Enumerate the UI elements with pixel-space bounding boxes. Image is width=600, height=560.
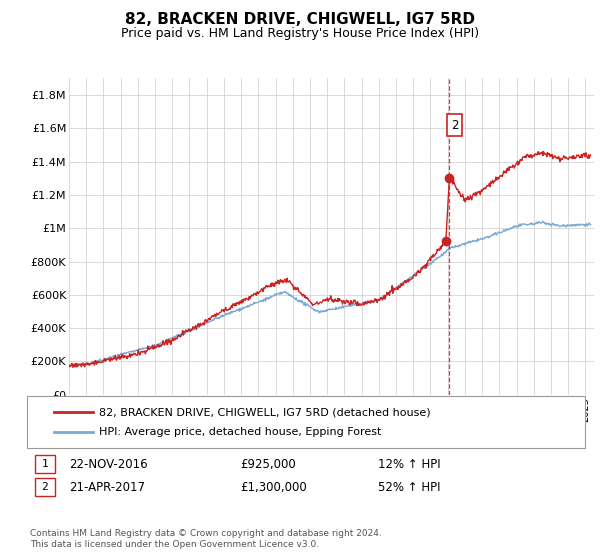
Text: Contains HM Land Registry data © Crown copyright and database right 2024.
This d: Contains HM Land Registry data © Crown c… [30,529,382,549]
Text: 82, BRACKEN DRIVE, CHIGWELL, IG7 5RD (detached house): 82, BRACKEN DRIVE, CHIGWELL, IG7 5RD (de… [99,407,431,417]
Text: HPI: Average price, detached house, Epping Forest: HPI: Average price, detached house, Eppi… [99,427,382,437]
Text: 2: 2 [41,482,49,492]
Text: £1,300,000: £1,300,000 [240,480,307,494]
Text: 12% ↑ HPI: 12% ↑ HPI [378,458,440,471]
Text: Price paid vs. HM Land Registry's House Price Index (HPI): Price paid vs. HM Land Registry's House … [121,27,479,40]
Text: 82, BRACKEN DRIVE, CHIGWELL, IG7 5RD: 82, BRACKEN DRIVE, CHIGWELL, IG7 5RD [125,12,475,27]
Text: 22-NOV-2016: 22-NOV-2016 [69,458,148,471]
Text: £925,000: £925,000 [240,458,296,471]
Text: 2: 2 [451,119,458,132]
Text: 1: 1 [41,459,49,469]
Text: 52% ↑ HPI: 52% ↑ HPI [378,480,440,494]
Text: 21-APR-2017: 21-APR-2017 [69,480,145,494]
